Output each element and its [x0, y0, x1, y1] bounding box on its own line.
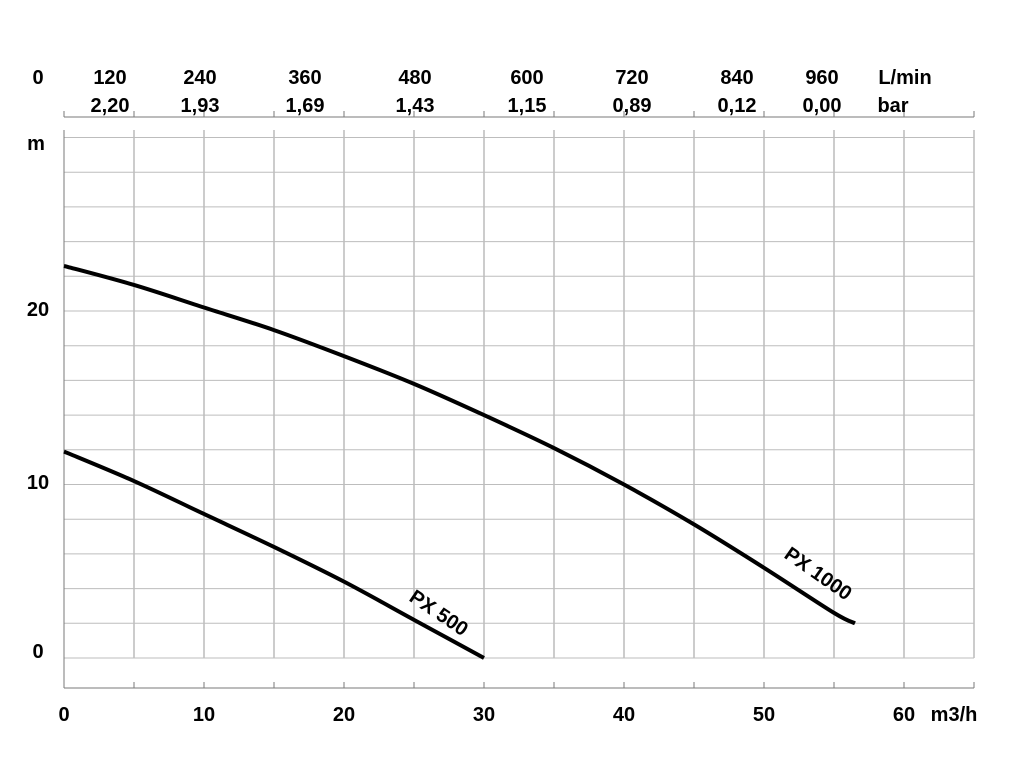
- x-tick-label: 20: [333, 704, 355, 726]
- y-tick-label: 0: [32, 641, 43, 663]
- y-tick-label: 20: [27, 299, 49, 321]
- top-pressure-tick-label: 2,20: [91, 95, 130, 117]
- series-label-px-1000: PX 1000: [780, 543, 855, 605]
- top-flow-tick-label: 240: [183, 67, 216, 89]
- top-flow-tick-label: 480: [398, 67, 431, 89]
- grid: [63, 130, 975, 659]
- top-pressure-tick-label: 1,15: [508, 95, 547, 117]
- top-pressure-tick-label: 0,12: [718, 95, 757, 117]
- top-pressure-tick-label: 0,00: [803, 95, 842, 117]
- labels: 0 10 20 30 40 50 60 m3/h 0 10 20 m 0 120 240 360 480 600 7…: [27, 67, 977, 726]
- x-tick-label: 40: [613, 704, 635, 726]
- top-pressure-unit: bar: [877, 95, 908, 117]
- x-tick-label: 60: [893, 704, 915, 726]
- top-flow-tick-label: 720: [615, 67, 648, 89]
- top-pressure-tick-label: 0,89: [613, 95, 652, 117]
- y-axis-unit: m: [27, 133, 45, 155]
- top-flow-tick-label: 120: [93, 67, 126, 89]
- axes: [63, 111, 975, 689]
- y-tick-label: 10: [27, 472, 49, 494]
- top-flow-tick-label: 600: [510, 67, 543, 89]
- top-flow-unit: L/min: [878, 67, 931, 89]
- top-flow-tick-label: 0: [32, 67, 43, 89]
- curve-px-500: [63, 449, 485, 660]
- x-tick-label: 50: [753, 704, 775, 726]
- curves: [63, 263, 856, 660]
- top-flow-tick-label: 840: [720, 67, 753, 89]
- top-pressure-tick-label: 1,69: [286, 95, 325, 117]
- x-tick-label: 30: [473, 704, 495, 726]
- x-tick-label: 0: [58, 704, 69, 726]
- top-flow-tick-label: 360: [288, 67, 321, 89]
- top-pressure-tick-label: 1,43: [396, 95, 435, 117]
- x-axis-unit: m3/h: [931, 704, 978, 726]
- x-tick-label: 10: [193, 704, 215, 726]
- curve-px-1000: [63, 263, 856, 626]
- top-pressure-tick-label: 1,93: [181, 95, 220, 117]
- top-flow-tick-label: 960: [805, 67, 838, 89]
